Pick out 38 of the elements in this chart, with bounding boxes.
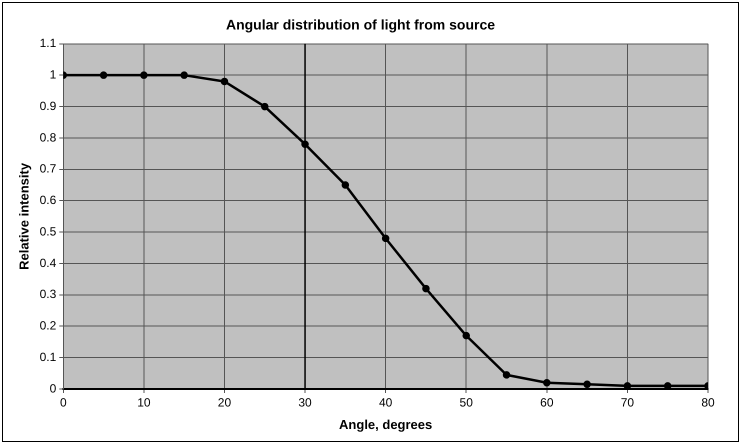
y-tick-label: 0.6 <box>40 193 57 208</box>
point <box>624 382 632 389</box>
point <box>342 181 350 189</box>
x-tick-label: 40 <box>378 396 393 410</box>
y-tick-label: 0 <box>50 381 57 396</box>
point <box>543 378 551 386</box>
point <box>664 382 672 389</box>
x-tick-label: 20 <box>218 396 232 410</box>
x-axis-title: Angle, degrees <box>339 416 432 432</box>
point <box>220 78 228 86</box>
y-tick-label: 0.8 <box>40 130 57 144</box>
y-tick-label: 0.2 <box>40 318 57 333</box>
y-tick-label: 0.9 <box>40 98 57 113</box>
y-tick-label: 1 <box>50 67 57 82</box>
point <box>462 332 470 340</box>
point <box>100 71 108 79</box>
x-tick-label: 60 <box>540 396 554 410</box>
x-tick-label: 30 <box>298 396 312 410</box>
x-tick-label: 70 <box>620 396 634 410</box>
y-tick-label: 0.3 <box>40 287 57 302</box>
y-tick-label: 0.5 <box>40 224 57 238</box>
x-tick-label: 0 <box>60 396 67 410</box>
y-tick-label: 0.1 <box>40 350 57 364</box>
x-tick-label: 50 <box>460 396 474 410</box>
y-tick-label: 0.7 <box>40 162 57 176</box>
point <box>261 102 269 110</box>
y-tick-label: 1.1 <box>40 36 57 50</box>
y-tick-label: 0.4 <box>40 256 57 270</box>
x-tick-label: 10 <box>137 396 151 410</box>
point <box>382 234 390 242</box>
point <box>180 71 188 79</box>
x-tick-label: 80 <box>701 396 715 410</box>
chart-title: Angular distribution of light from source <box>226 16 496 32</box>
point <box>583 380 591 388</box>
y-axis-title: Relative intensity <box>16 162 32 270</box>
point <box>140 71 148 79</box>
point <box>422 284 430 292</box>
point <box>502 371 510 379</box>
